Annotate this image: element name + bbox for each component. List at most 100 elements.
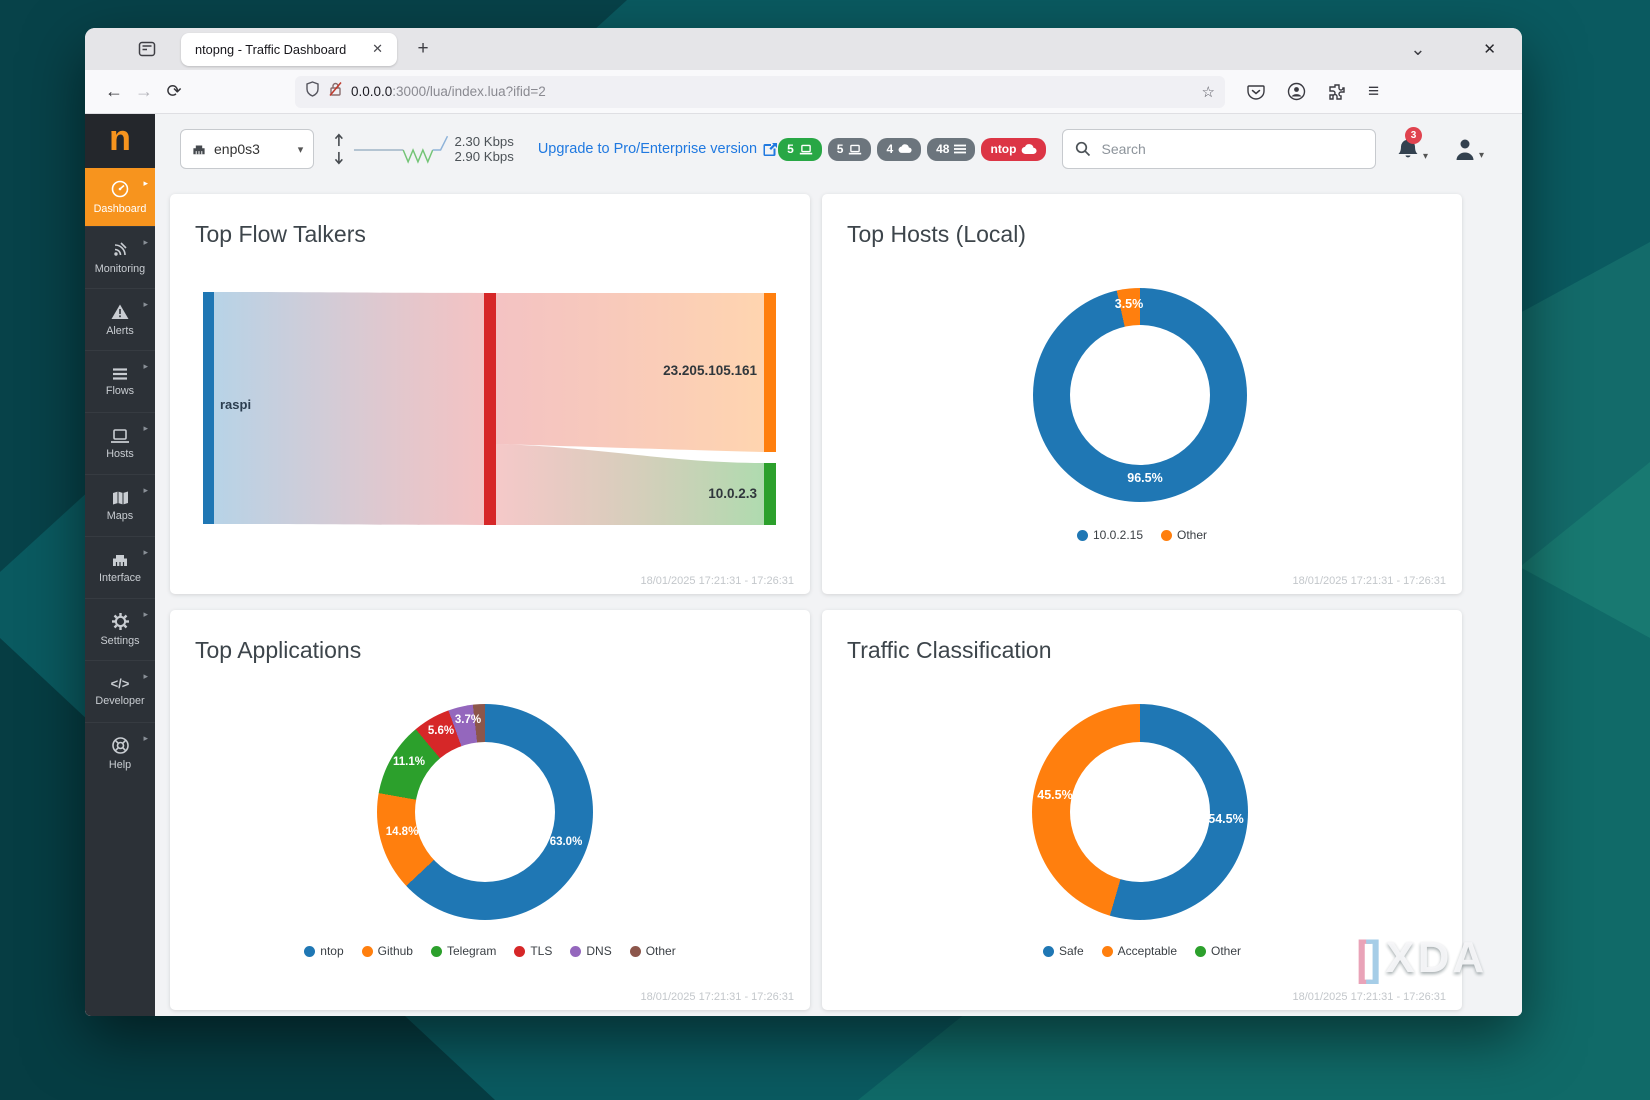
legend-item[interactable]: Acceptable: [1101, 944, 1177, 958]
sankey-node-raspi[interactable]: [203, 292, 214, 524]
watermark-bracket: [: [1356, 931, 1372, 984]
card-title: Top Applications: [195, 637, 362, 663]
window-close-icon[interactable]: ✕: [1483, 41, 1496, 58]
ntop-cloud-badge[interactable]: ntop: [981, 137, 1047, 161]
sankey-link-raspi-center[interactable]: [214, 292, 484, 525]
search-input[interactable]: [1101, 141, 1363, 157]
rate-down: 2.90 Kbps: [454, 149, 514, 164]
list-icon: [954, 144, 967, 154]
legend-item[interactable]: DNS: [570, 944, 612, 958]
sidebar: n Dashboard ▸ Monitoring ▸ Alerts ▸: [85, 114, 155, 1016]
sidebar-item-alerts[interactable]: Alerts ▸: [85, 288, 155, 350]
slice-label: 14.8%: [385, 826, 419, 838]
legend-item[interactable]: Other: [1161, 528, 1207, 542]
life-ring-icon: [111, 737, 129, 754]
legend-item[interactable]: Telegram: [430, 944, 496, 958]
time-range: 18/01/2025 17:21:31 - 17:26:31: [1292, 575, 1446, 587]
sankey-node-remote-host[interactable]: [764, 293, 776, 452]
sankey-label-local-host: 10.0.2.3: [708, 486, 757, 501]
shield-icon[interactable]: [305, 81, 320, 102]
devices-count-badge[interactable]: 5: [827, 137, 872, 161]
sankey-label-raspi: raspi: [220, 397, 251, 412]
top-applications-donut-chart[interactable]: 63.0% 14.8% 11.1% 5.6% 3.7%: [377, 704, 593, 920]
tab-close-icon[interactable]: ✕: [372, 41, 383, 56]
sankey-chart[interactable]: raspi 23.205.105.161 10.0.2.3: [170, 194, 810, 594]
legend-item[interactable]: TLS: [514, 944, 552, 958]
sidebar-item-developer[interactable]: </> Developer ▸: [85, 660, 155, 722]
xda-watermark: [ ] XDA: [1356, 930, 1487, 985]
forward-icon[interactable]: →: [135, 81, 153, 101]
list-all-tabs-icon[interactable]: ⌄: [1410, 38, 1426, 59]
slice-label: 5.6%: [427, 725, 455, 737]
insecure-lock-icon[interactable]: [328, 81, 343, 102]
ethernet-icon: [113, 554, 127, 566]
reload-icon[interactable]: ⟳: [166, 81, 182, 101]
hosts-count-badge[interactable]: 5: [778, 137, 822, 161]
sidebar-item-hosts[interactable]: Hosts ▸: [85, 412, 155, 474]
sankey-link-center-local[interactable]: [496, 444, 764, 525]
sidebar-item-dashboard[interactable]: Dashboard ▸: [85, 168, 155, 226]
extensions-puzzle-icon[interactable]: [1328, 83, 1346, 101]
card-top-applications: Top Applications 63.0% 14.8% 11.1% 5.6% …: [170, 610, 810, 1010]
browser-toolbar: ← → ⟳ 0.0.0.0:3000/lua/index.lua?ifid=2 …: [85, 70, 1522, 114]
legend-dot: [1195, 945, 1207, 957]
legend-dot: [361, 945, 373, 957]
legend-dot: [1076, 529, 1088, 541]
interface-selector[interactable]: enp0s3 ▾: [180, 129, 315, 169]
sankey-link-center-remote[interactable]: [496, 293, 764, 452]
account-icon[interactable]: [1287, 82, 1306, 101]
browser-tab[interactable]: ntopng - Traffic Dashboard ✕: [181, 32, 397, 66]
external-link-icon: [763, 142, 778, 156]
upgrade-link[interactable]: Upgrade to Pro/Enterprise version: [538, 141, 778, 157]
legend-item[interactable]: Safe: [1042, 944, 1084, 958]
legend-item[interactable]: ntop: [304, 944, 344, 958]
sidebar-item-settings[interactable]: Settings ▸: [85, 598, 155, 660]
slice-label: 11.1%: [393, 756, 425, 768]
legend-item[interactable]: Other: [629, 944, 676, 958]
legend-item[interactable]: 10.0.2.15: [1076, 528, 1143, 542]
sankey-node-local-host[interactable]: [764, 463, 776, 525]
top-hosts-donut-chart[interactable]: 3.5% 96.5%: [1033, 288, 1247, 502]
sidebar-item-flows[interactable]: Flows ▸: [85, 350, 155, 412]
traffic-classification-donut-chart[interactable]: 54.5% 45.5%: [1032, 704, 1248, 920]
back-icon[interactable]: ←: [105, 81, 123, 101]
tab-title: ntopng - Traffic Dashboard: [195, 41, 347, 57]
notifications-bell[interactable]: 3 ▾: [1396, 127, 1428, 162]
sidebar-item-help[interactable]: Help ▸: [85, 722, 155, 784]
legend-item[interactable]: Github: [361, 944, 413, 958]
url-bar[interactable]: 0.0.0.0:3000/lua/index.lua?ifid=2 ☆: [295, 75, 1225, 108]
search-box[interactable]: [1062, 129, 1376, 169]
caret-down-icon: ▾: [1422, 151, 1428, 162]
card-top-flow-talkers: Top Flow Talkers: [170, 194, 810, 594]
user-menu[interactable]: ▾: [1454, 137, 1484, 161]
caret-right-icon: ▸: [143, 609, 148, 619]
bookmark-star-icon[interactable]: ☆: [1201, 83, 1215, 101]
caret-right-icon: ▸: [143, 237, 148, 247]
flows-count-badge[interactable]: 48: [927, 137, 976, 161]
legend-item[interactable]: Other: [1195, 944, 1241, 958]
menu-hamburger-icon[interactable]: ≡: [1368, 80, 1380, 102]
remote-count-badge[interactable]: 4: [877, 137, 922, 161]
firefox-view-icon[interactable]: [133, 35, 161, 63]
watermark-text: XDA: [1385, 932, 1488, 982]
card-title: Top Hosts (Local): [847, 221, 1026, 247]
sidebar-item-maps[interactable]: Maps ▸: [85, 474, 155, 536]
sidebar-item-interface[interactable]: Interface ▸: [85, 536, 155, 598]
caret-right-icon: ▸: [143, 733, 148, 743]
card-title: Traffic Classification: [847, 637, 1052, 663]
interface-name: enp0s3: [214, 141, 260, 157]
chart-legend: Safe Acceptable Other: [822, 944, 1462, 958]
legend-dot: [629, 945, 641, 957]
ntopng-logo[interactable]: n: [85, 114, 155, 168]
new-tab-button[interactable]: +: [417, 38, 429, 59]
sankey-node-center[interactable]: [484, 293, 496, 525]
caret-right-icon: ▸: [143, 547, 148, 557]
sidebar-item-monitoring[interactable]: Monitoring ▸: [85, 226, 155, 288]
slice-label: 3.5%: [1114, 297, 1144, 311]
caret-right-icon: ▸: [143, 423, 148, 433]
pocket-icon[interactable]: [1247, 83, 1265, 101]
cloud-icon: [1022, 143, 1038, 154]
slice-label: 45.5%: [1037, 788, 1073, 802]
chart-legend: ntop Github Telegram TLS DNS Other: [170, 944, 810, 958]
stream-icon: [113, 367, 127, 380]
